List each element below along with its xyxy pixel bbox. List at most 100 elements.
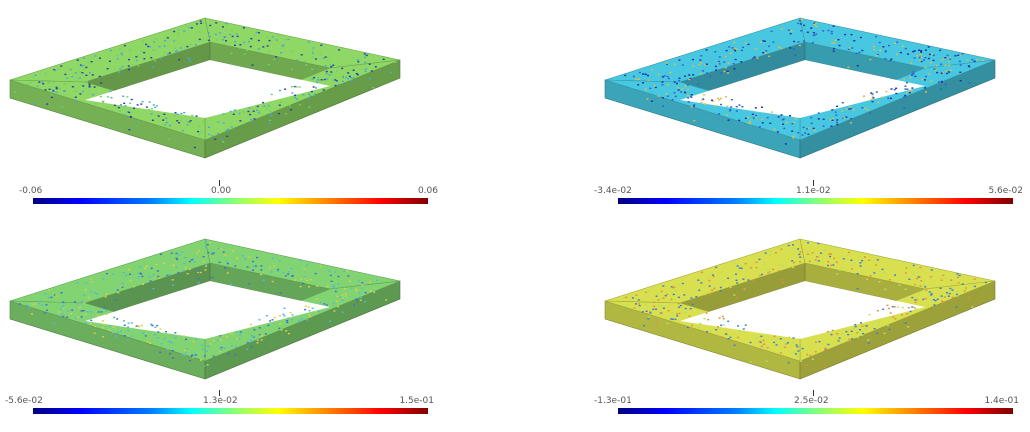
mesh-speckle [205,263,208,265]
mesh-speckle [183,30,186,32]
mesh-speckle [46,309,49,311]
mesh-speckle [947,295,950,297]
mesh-speckle [127,68,130,71]
mesh-speckle [889,97,892,100]
mesh-speckle [32,75,35,77]
mesh-speckle [196,252,198,254]
mesh-speckle [768,55,771,57]
mesh-speckle [207,39,210,42]
mesh-speckle [848,47,851,49]
mesh-speckle [780,27,783,30]
mesh-speckle [752,117,755,119]
mesh-speckle [258,32,260,34]
mesh-speckle [787,244,790,247]
mesh-speckle [806,353,809,356]
mesh-speckle [755,114,757,117]
mesh-speckle [736,296,739,299]
mesh-speckle [652,308,655,310]
mesh-speckle [193,146,196,149]
mesh-speckle [100,311,103,313]
mesh-speckle [705,49,708,51]
mesh-speckle [887,324,890,327]
mesh-speckle [907,53,910,55]
mesh-speckle [856,65,859,67]
mesh-speckle [925,289,928,291]
mesh-speckle [282,44,285,46]
mesh-speckle [755,337,757,339]
mesh-speckle [82,85,85,87]
mesh-speckle [850,117,852,120]
mesh-speckle [704,293,707,296]
mesh-speckle [202,260,205,263]
mesh-speckle [189,359,191,362]
mesh-speckle [860,271,863,273]
mesh-speckle [251,64,254,66]
mesh-speckle [817,112,820,114]
mesh-speckle [116,318,119,320]
mesh-speckle [737,325,739,327]
mesh-speckle [197,271,199,273]
mesh-speckle [130,322,133,324]
mesh-speckle [156,105,158,107]
mesh-speckle [90,291,93,293]
mesh-speckle [765,360,768,362]
mesh-speckle [53,322,55,324]
mesh-speckle [348,280,351,282]
mesh-speckle [145,106,148,108]
mesh-speckle [91,74,94,76]
mesh-speckle [83,57,86,59]
mesh-speckle [920,56,923,59]
mesh-speckle [269,320,272,322]
mesh-speckle [899,51,902,54]
mesh-speckle [358,59,360,62]
mesh-speckle [729,286,732,289]
mesh-speckle [366,67,368,69]
mesh-speckle [290,50,293,52]
mesh-speckle [939,49,942,52]
mesh-speckle [948,71,951,73]
mesh-speckle [197,130,200,133]
mesh-speckle [956,295,959,297]
mesh-speckle [780,248,783,250]
mesh-speckle [356,300,359,302]
mesh-speckle [193,261,196,263]
mesh-speckle [127,65,130,67]
mesh-speckle [256,339,259,341]
mesh-speckle [246,348,249,350]
mesh-speckle [337,83,340,85]
mesh-speckle [317,76,320,79]
mesh-speckle [309,95,312,97]
mesh-speckle [689,308,692,310]
mesh-speckle [727,338,730,340]
mesh-speckle [304,305,307,307]
mesh-speckle [669,71,672,74]
mesh-speckle [842,258,845,260]
mesh-speckle [155,263,158,266]
mesh-speckle [128,111,131,114]
mesh-speckle [136,273,139,275]
mesh-speckle [733,294,736,296]
mesh-speckle [320,44,323,46]
mesh-speckle [626,304,629,306]
mesh-speckle [789,115,791,117]
mesh-speckle [55,88,58,90]
mesh-speckle [350,287,353,289]
mesh-speckle [742,328,745,330]
mesh-speckle [217,247,220,250]
mesh-speckle [941,81,943,83]
mesh-speckle [88,86,91,88]
mesh-speckle [700,102,703,104]
mesh-speckle [783,127,786,130]
mesh-speckle [911,296,914,299]
mesh-speckle [683,294,686,296]
mesh-speckle [814,259,817,261]
mesh-speckle [911,74,913,76]
mesh-speckle [715,329,718,331]
mesh-speckle [163,113,166,115]
mesh-speckle [643,325,646,327]
mesh-speckle [364,68,367,70]
mesh-speckle [223,347,226,349]
mesh-speckle [919,53,922,56]
mesh-speckle [121,66,124,68]
mesh-speckle [223,36,226,38]
